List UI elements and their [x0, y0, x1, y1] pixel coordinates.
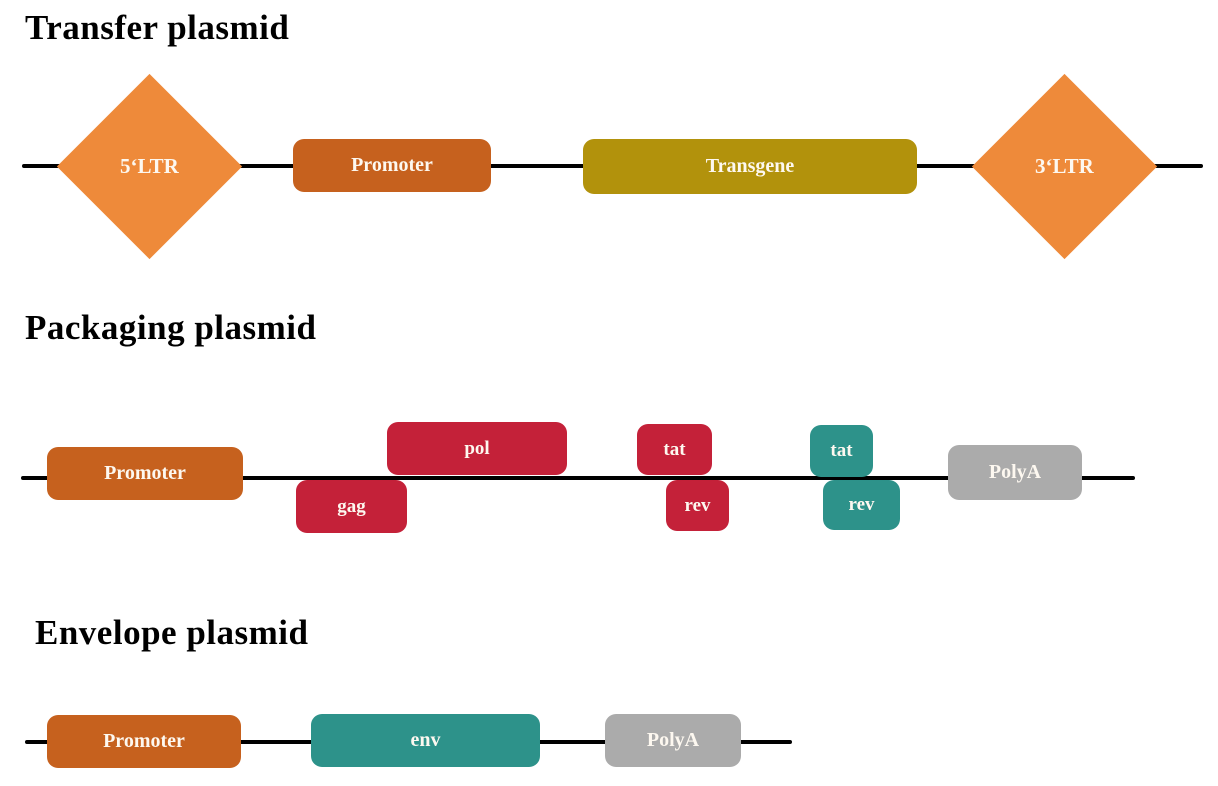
envelope-polya-box: PolyA [605, 714, 741, 767]
five-prime-ltr-label: 5‘LTR [120, 154, 179, 178]
envelope-promoter-box: Promoter [47, 715, 241, 768]
rev-crimson-box: rev [666, 480, 729, 531]
packaging-polya-box: PolyA [948, 445, 1082, 500]
packaging-promoter-box: Promoter [47, 447, 243, 500]
transfer-promoter-box: Promoter [293, 139, 491, 192]
packaging-plasmid-backbone-line [21, 476, 1135, 480]
gag-box: gag [296, 480, 407, 533]
section-title-packaging-plasmid: Packaging plasmid [25, 308, 317, 347]
three-prime-ltr-diamond: 3‘LTR [971, 73, 1158, 260]
section-title-envelope-plasmid: Envelope plasmid [35, 613, 309, 652]
rev-teal-box: rev [823, 480, 900, 530]
five-prime-ltr-diamond: 5‘LTR [56, 73, 243, 260]
tat-teal-box: tat [810, 425, 873, 477]
section-title-transfer-plasmid: Transfer plasmid [25, 8, 290, 47]
pol-box: pol [387, 422, 567, 475]
three-prime-ltr-label: 3‘LTR [1035, 154, 1094, 178]
transgene-box: Transgene [583, 139, 917, 194]
tat-crimson-box: tat [637, 424, 712, 475]
env-box: env [311, 714, 540, 767]
